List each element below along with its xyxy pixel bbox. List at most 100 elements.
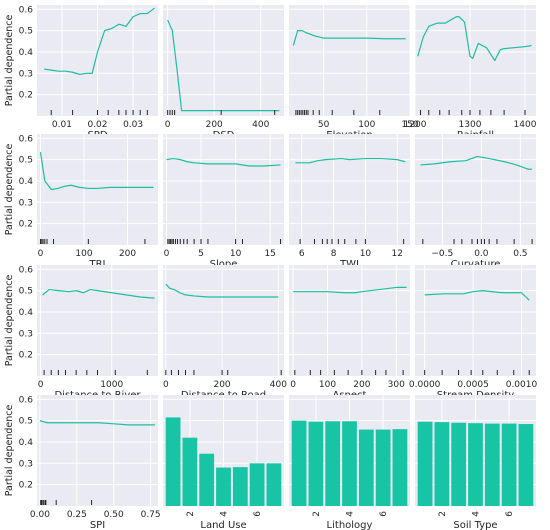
- x-tick-label: 400: [252, 120, 269, 130]
- bar-land-use-3: [199, 453, 215, 506]
- y-axis-title: Partial dependence: [4, 144, 15, 236]
- y-tick-label: 0.5: [19, 156, 33, 166]
- x-tick-label: 0.0010: [506, 380, 538, 390]
- y-tick-label: 0.6: [19, 5, 34, 15]
- pd-line-elevation: [292, 30, 406, 46]
- y-tick-label: 0.3: [19, 329, 33, 339]
- panel-background: [289, 265, 410, 376]
- x-tick-label: 200: [353, 380, 370, 390]
- pd-line-rainfall: [417, 16, 532, 62]
- x-tick-label: 200: [206, 120, 223, 130]
- panel-background: [289, 5, 410, 116]
- bar-soil-type-1: [417, 421, 433, 506]
- bar-lithology-5: [358, 429, 374, 506]
- y-axis-title: Partial dependence: [4, 15, 15, 107]
- x-tick-label: 4: [220, 511, 230, 517]
- bar-lithology-2: [308, 421, 324, 506]
- x-tick-label: 10: [360, 249, 372, 259]
- panel-twi: 6 8 10 12 TWI: [289, 134, 410, 270]
- x-tick-label: 0: [164, 249, 170, 259]
- x-tick-label: 0.00: [30, 510, 50, 520]
- panel-background: [415, 265, 536, 376]
- y-axis-title: Partial dependence: [4, 275, 15, 367]
- y-tick-label: 0.3: [19, 459, 33, 469]
- x-tick-label: 0.50: [104, 510, 124, 520]
- x-tick-label: 400: [270, 380, 287, 390]
- pd-line-slope: [166, 157, 281, 167]
- pd-line-dsd: [167, 19, 280, 112]
- bar-lithology-4: [342, 421, 357, 506]
- y-tick-label: 0.6: [19, 265, 34, 275]
- x-axis-title: Curvature: [451, 259, 501, 270]
- bar-land-use-2: [182, 437, 198, 506]
- bar-land-use-7: [266, 463, 282, 506]
- bar-soil-type-3: [451, 422, 467, 506]
- x-axis-title: SPI: [90, 520, 105, 530]
- panel-slope: 0 5 10 15 Slope: [163, 134, 284, 270]
- bar-land-use-4: [216, 467, 231, 506]
- y-axis-title: Partial dependence: [4, 405, 15, 497]
- x-tick-label: 2: [438, 511, 448, 517]
- y-tick-label: 0.5: [19, 27, 33, 37]
- y-tick-label: 0.2: [19, 481, 33, 491]
- panel-rainfall: 120013001400Rainfall: [404, 5, 537, 141]
- bar-soil-type-7: [518, 424, 534, 506]
- x-tick-label: 2: [312, 511, 322, 517]
- panel-background: [37, 265, 158, 376]
- x-tick-label: 0: [163, 380, 169, 390]
- x-tick-label: 1300: [459, 120, 482, 130]
- panel-background: [163, 134, 284, 245]
- x-axis-title: TWI: [339, 259, 359, 270]
- x-tick-label: 15: [264, 249, 275, 259]
- panel-land-use: 2 4 6 Land Use: [163, 395, 284, 530]
- x-tick-label: 0: [290, 380, 296, 390]
- panel-aspect: 0100200300Aspect: [289, 265, 410, 401]
- bar-soil-type-6: [501, 423, 517, 506]
- x-tick-label: 0.01: [52, 120, 72, 130]
- bar-lithology-3: [325, 421, 341, 506]
- x-tick-label: 12: [392, 249, 403, 259]
- y-tick-label: 0.3: [19, 198, 33, 208]
- bar-soil-type-2: [434, 422, 450, 506]
- panel-background: [37, 395, 158, 506]
- x-tick-label: −0.5: [431, 249, 453, 259]
- x-axis-title: Soil Type: [453, 520, 497, 530]
- x-axis-title: Lithology: [327, 520, 373, 530]
- x-tick-label: 6: [299, 249, 305, 259]
- y-tick-label: 0.2: [19, 351, 33, 361]
- panels-grid: 0.20.30.40.50.60.010.020.03SPDPartial de…: [4, 5, 537, 530]
- pd-line-distance-to-river: [42, 288, 155, 299]
- x-tick-label: 1000: [100, 380, 123, 390]
- x-tick-label: 8: [331, 249, 337, 259]
- x-tick-label: 100: [319, 380, 336, 390]
- bar-land-use-6: [249, 463, 265, 506]
- panel-distance-to-road: 0200400Distance to Road: [163, 265, 287, 401]
- bar-land-use-5: [232, 467, 248, 506]
- y-tick-label: 0.3: [19, 69, 33, 79]
- pd-line-aspect: [293, 286, 407, 294]
- x-tick-label: 300: [388, 380, 405, 390]
- x-axis-title: Slope: [210, 259, 238, 270]
- panel-soil-type: 2 4 6 Soil Type: [415, 395, 536, 530]
- x-axis-title: Land Use: [200, 520, 246, 530]
- panel-tri: 0.2 0.3 0.4 0.5 0.6 0 100 200 TRI Partial depende…: [4, 134, 158, 270]
- panel-dsd: 0200400DSD: [163, 5, 284, 141]
- x-tick-label: 0.03: [123, 120, 143, 130]
- panel-background: [163, 5, 284, 116]
- pd-line-spd: [44, 7, 155, 75]
- bar-lithology-6: [375, 429, 391, 506]
- x-tick-label: 6: [505, 511, 515, 517]
- x-tick-label: 0.02: [87, 120, 107, 130]
- y-tick-label: 0.6: [19, 134, 34, 144]
- x-tick-label: 4: [472, 511, 482, 517]
- x-tick-label: 10: [230, 249, 242, 259]
- x-tick-label: 0.5: [513, 249, 527, 259]
- y-tick-label: 0.2: [19, 220, 33, 230]
- x-tick-label: 100: [358, 120, 375, 130]
- x-tick-label: 100: [75, 249, 92, 259]
- panel-background: [37, 134, 158, 245]
- panel-background: [415, 5, 536, 116]
- x-tick-label: 4: [346, 511, 356, 517]
- y-tick-label: 0.4: [19, 308, 34, 318]
